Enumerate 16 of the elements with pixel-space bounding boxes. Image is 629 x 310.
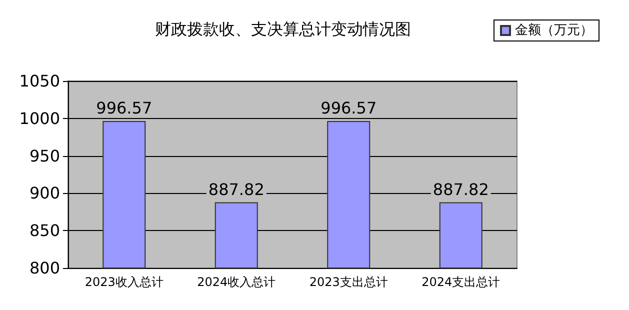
x-tick-label: 2023收入总计 <box>84 275 164 289</box>
data-label: 996.57 <box>96 98 152 118</box>
y-tick-label: 1050 <box>19 72 60 90</box>
data-label: 887.82 <box>208 180 264 199</box>
x-tick-label: 2024收入总计 <box>197 275 276 289</box>
data-label: 887.82 <box>432 180 489 199</box>
chart-title: 财政拨款收、支决算总计变动情况图 <box>155 20 411 38</box>
y-tick-label: 1000 <box>19 108 60 128</box>
data-label: 996.57 <box>320 98 377 118</box>
y-tick-label: 950 <box>29 146 60 166</box>
y-tick-label: 800 <box>29 258 60 278</box>
y-tick-label: 900 <box>29 184 60 203</box>
x-tick-label: 2023支出总计 <box>309 275 388 289</box>
y-tick-label: 850 <box>29 221 60 240</box>
x-tick-label: 2024支出总计 <box>422 275 500 289</box>
legend-label: 金额（万元） <box>515 23 593 38</box>
